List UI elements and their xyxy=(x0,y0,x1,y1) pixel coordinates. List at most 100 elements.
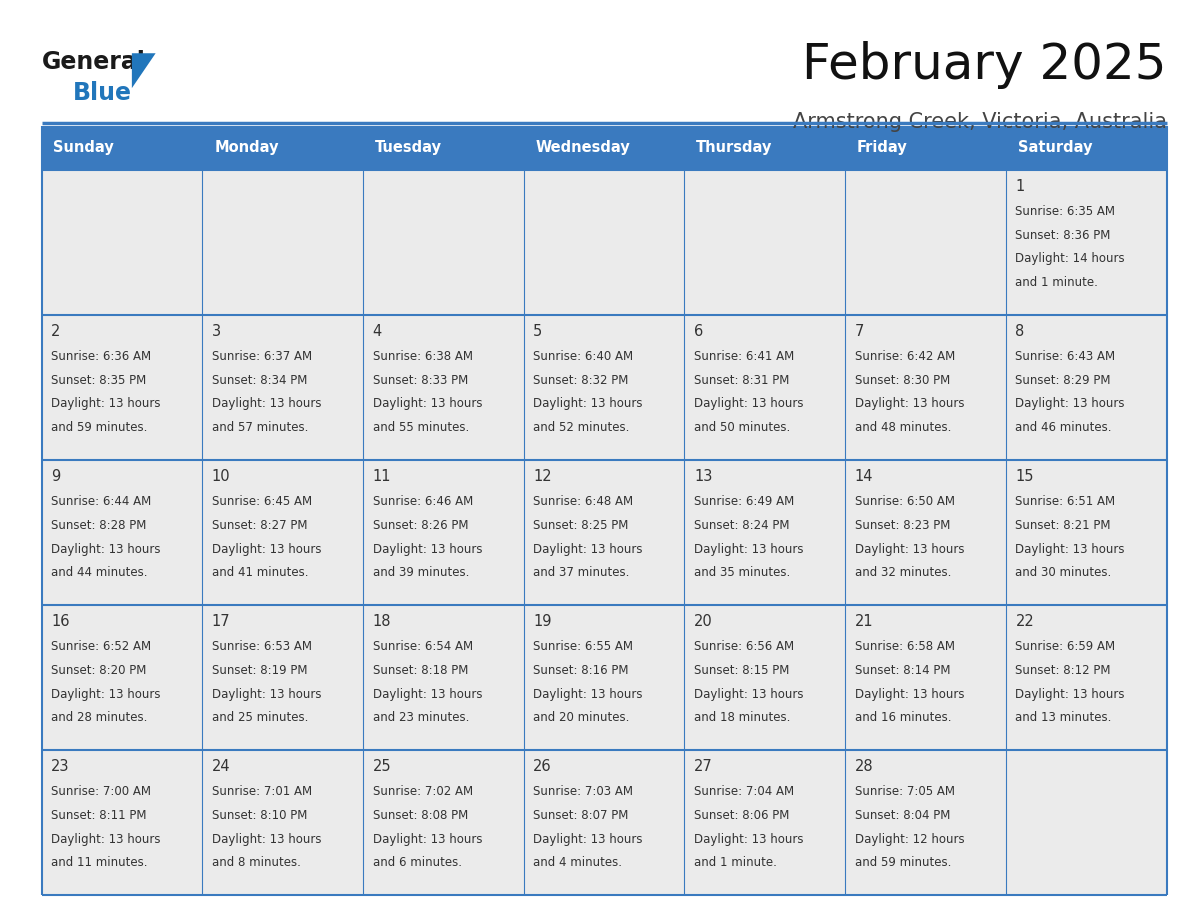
Text: 12: 12 xyxy=(533,469,552,484)
Text: Monday: Monday xyxy=(214,140,279,155)
Text: Sunrise: 6:50 AM: Sunrise: 6:50 AM xyxy=(854,495,955,508)
Text: Sunset: 8:15 PM: Sunset: 8:15 PM xyxy=(694,664,789,677)
Text: 13: 13 xyxy=(694,469,713,484)
Text: and 59 minutes.: and 59 minutes. xyxy=(854,856,952,869)
Text: Daylight: 13 hours: Daylight: 13 hours xyxy=(51,543,160,555)
Text: and 11 minutes.: and 11 minutes. xyxy=(51,856,147,869)
Text: 2: 2 xyxy=(51,324,61,339)
Text: and 28 minutes.: and 28 minutes. xyxy=(51,711,147,724)
Text: Daylight: 13 hours: Daylight: 13 hours xyxy=(373,833,482,845)
Text: and 52 minutes.: and 52 minutes. xyxy=(533,421,630,434)
Bar xyxy=(42,750,1167,895)
Text: Sunrise: 6:35 AM: Sunrise: 6:35 AM xyxy=(1016,205,1116,218)
Text: Sunrise: 6:51 AM: Sunrise: 6:51 AM xyxy=(1016,495,1116,508)
Text: Sunset: 8:12 PM: Sunset: 8:12 PM xyxy=(1016,664,1111,677)
Text: Sunset: 8:10 PM: Sunset: 8:10 PM xyxy=(211,809,308,822)
Text: Sunrise: 6:59 AM: Sunrise: 6:59 AM xyxy=(1016,640,1116,653)
Text: Sunset: 8:06 PM: Sunset: 8:06 PM xyxy=(694,809,789,822)
Text: and 44 minutes.: and 44 minutes. xyxy=(51,566,147,579)
Bar xyxy=(42,170,1167,315)
Text: 26: 26 xyxy=(533,759,552,774)
Text: Daylight: 13 hours: Daylight: 13 hours xyxy=(854,397,965,410)
Bar xyxy=(42,460,1167,605)
Text: Sunset: 8:07 PM: Sunset: 8:07 PM xyxy=(533,809,628,822)
Text: 23: 23 xyxy=(51,759,70,774)
Bar xyxy=(42,605,1167,750)
Text: Daylight: 13 hours: Daylight: 13 hours xyxy=(51,688,160,700)
Text: Sunrise: 6:38 AM: Sunrise: 6:38 AM xyxy=(373,350,473,363)
Text: Blue: Blue xyxy=(72,81,132,105)
Text: Thursday: Thursday xyxy=(696,140,772,155)
Text: and 41 minutes.: and 41 minutes. xyxy=(211,566,309,579)
Text: and 32 minutes.: and 32 minutes. xyxy=(854,566,952,579)
Text: Daylight: 13 hours: Daylight: 13 hours xyxy=(533,833,643,845)
Text: and 8 minutes.: and 8 minutes. xyxy=(211,856,301,869)
Text: Sunrise: 7:02 AM: Sunrise: 7:02 AM xyxy=(373,785,473,798)
Text: and 55 minutes.: and 55 minutes. xyxy=(373,421,469,434)
Text: Daylight: 13 hours: Daylight: 13 hours xyxy=(211,833,321,845)
Text: 16: 16 xyxy=(51,614,70,629)
Text: and 57 minutes.: and 57 minutes. xyxy=(211,421,308,434)
Text: and 6 minutes.: and 6 minutes. xyxy=(373,856,461,869)
Text: Daylight: 13 hours: Daylight: 13 hours xyxy=(533,688,643,700)
Text: Daylight: 13 hours: Daylight: 13 hours xyxy=(694,543,803,555)
Text: and 20 minutes.: and 20 minutes. xyxy=(533,711,630,724)
Text: Daylight: 13 hours: Daylight: 13 hours xyxy=(1016,397,1125,410)
Text: 24: 24 xyxy=(211,759,230,774)
Text: 10: 10 xyxy=(211,469,230,484)
Text: 8: 8 xyxy=(1016,324,1025,339)
Text: 14: 14 xyxy=(854,469,873,484)
Text: Sunset: 8:24 PM: Sunset: 8:24 PM xyxy=(694,519,790,532)
Text: Sunset: 8:32 PM: Sunset: 8:32 PM xyxy=(533,374,628,386)
Text: Sunset: 8:21 PM: Sunset: 8:21 PM xyxy=(1016,519,1111,532)
Text: Sunrise: 6:58 AM: Sunrise: 6:58 AM xyxy=(854,640,955,653)
Text: Sunset: 8:27 PM: Sunset: 8:27 PM xyxy=(211,519,308,532)
Text: and 1 minute.: and 1 minute. xyxy=(694,856,777,869)
Text: Daylight: 13 hours: Daylight: 13 hours xyxy=(694,397,803,410)
Text: Sunset: 8:11 PM: Sunset: 8:11 PM xyxy=(51,809,146,822)
Text: Sunset: 8:28 PM: Sunset: 8:28 PM xyxy=(51,519,146,532)
Text: Daylight: 13 hours: Daylight: 13 hours xyxy=(1016,543,1125,555)
Text: and 48 minutes.: and 48 minutes. xyxy=(854,421,952,434)
Text: Sunrise: 7:03 AM: Sunrise: 7:03 AM xyxy=(533,785,633,798)
Text: Sunset: 8:14 PM: Sunset: 8:14 PM xyxy=(854,664,950,677)
Text: 27: 27 xyxy=(694,759,713,774)
Text: Daylight: 13 hours: Daylight: 13 hours xyxy=(373,543,482,555)
Text: 17: 17 xyxy=(211,614,230,629)
Text: Daylight: 13 hours: Daylight: 13 hours xyxy=(51,397,160,410)
Text: and 16 minutes.: and 16 minutes. xyxy=(854,711,952,724)
Text: Sunset: 8:19 PM: Sunset: 8:19 PM xyxy=(211,664,308,677)
Text: Sunrise: 7:00 AM: Sunrise: 7:00 AM xyxy=(51,785,151,798)
Text: and 59 minutes.: and 59 minutes. xyxy=(51,421,147,434)
Text: Daylight: 13 hours: Daylight: 13 hours xyxy=(211,543,321,555)
Text: Tuesday: Tuesday xyxy=(375,140,442,155)
Text: Daylight: 13 hours: Daylight: 13 hours xyxy=(373,397,482,410)
Text: 20: 20 xyxy=(694,614,713,629)
Text: Sunrise: 6:55 AM: Sunrise: 6:55 AM xyxy=(533,640,633,653)
Text: and 37 minutes.: and 37 minutes. xyxy=(533,566,630,579)
Text: Daylight: 12 hours: Daylight: 12 hours xyxy=(854,833,965,845)
Text: Saturday: Saturday xyxy=(1018,140,1092,155)
Text: Sunset: 8:25 PM: Sunset: 8:25 PM xyxy=(533,519,628,532)
Text: Sunset: 8:18 PM: Sunset: 8:18 PM xyxy=(373,664,468,677)
Text: Daylight: 13 hours: Daylight: 13 hours xyxy=(854,543,965,555)
Text: and 30 minutes.: and 30 minutes. xyxy=(1016,566,1112,579)
Text: and 18 minutes.: and 18 minutes. xyxy=(694,711,790,724)
Text: and 46 minutes.: and 46 minutes. xyxy=(1016,421,1112,434)
Text: Wednesday: Wednesday xyxy=(536,140,631,155)
Text: 28: 28 xyxy=(854,759,873,774)
Text: Sunset: 8:23 PM: Sunset: 8:23 PM xyxy=(854,519,950,532)
Text: Daylight: 14 hours: Daylight: 14 hours xyxy=(1016,252,1125,265)
Text: Sunrise: 6:46 AM: Sunrise: 6:46 AM xyxy=(373,495,473,508)
Text: Sunrise: 7:04 AM: Sunrise: 7:04 AM xyxy=(694,785,794,798)
Text: Sunset: 8:34 PM: Sunset: 8:34 PM xyxy=(211,374,308,386)
Text: Sunset: 8:08 PM: Sunset: 8:08 PM xyxy=(373,809,468,822)
Text: Sunrise: 6:48 AM: Sunrise: 6:48 AM xyxy=(533,495,633,508)
Text: Sunset: 8:26 PM: Sunset: 8:26 PM xyxy=(373,519,468,532)
Text: 18: 18 xyxy=(373,614,391,629)
Bar xyxy=(42,126,1167,170)
Text: Daylight: 13 hours: Daylight: 13 hours xyxy=(533,397,643,410)
Text: and 25 minutes.: and 25 minutes. xyxy=(211,711,308,724)
Text: 4: 4 xyxy=(373,324,381,339)
Text: Sunrise: 6:54 AM: Sunrise: 6:54 AM xyxy=(373,640,473,653)
